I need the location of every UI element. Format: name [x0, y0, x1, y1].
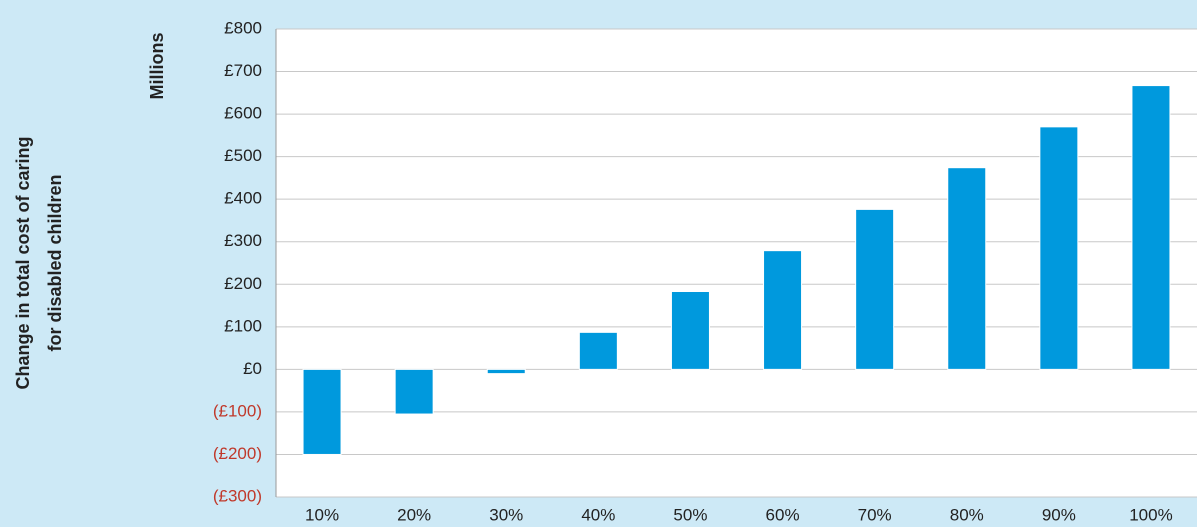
bar	[578, 331, 618, 370]
x-tick-label: 60%	[766, 505, 800, 524]
y-axis-title: for disabled children	[45, 174, 65, 351]
bar	[763, 250, 803, 370]
bar	[1039, 126, 1079, 370]
y-tick-label: £400	[224, 189, 262, 208]
x-tick-label: 30%	[489, 505, 523, 524]
x-tick-label: 20%	[397, 505, 431, 524]
x-tick-label: 100%	[1129, 505, 1172, 524]
bar	[486, 368, 526, 375]
bar	[394, 368, 434, 415]
y-tick-label: £500	[224, 146, 262, 165]
y-axis-title: Change in total cost of caring	[13, 136, 33, 389]
y-unit-label: Millions	[147, 33, 167, 100]
y-tick-label: £600	[224, 104, 262, 123]
x-tick-label: 10%	[305, 505, 339, 524]
bar	[855, 208, 895, 370]
y-tick-label: £700	[224, 61, 262, 80]
bar	[947, 167, 987, 370]
x-tick-label: 50%	[673, 505, 707, 524]
y-tick-label: (£300)	[213, 486, 262, 505]
bar	[1131, 85, 1171, 370]
x-tick-label: 80%	[950, 505, 984, 524]
y-tick-label: £200	[224, 274, 262, 293]
y-tick-label: £300	[224, 231, 262, 250]
y-tick-label: (£100)	[213, 401, 262, 420]
x-tick-label: 40%	[581, 505, 615, 524]
y-tick-label: £100	[224, 316, 262, 335]
y-tick-label: (£200)	[213, 444, 262, 463]
bar	[670, 291, 710, 370]
bar	[302, 368, 342, 455]
x-tick-label: 90%	[1042, 505, 1076, 524]
y-tick-label: £0	[243, 359, 262, 378]
y-tick-label: £800	[224, 18, 262, 37]
x-tick-label: 70%	[858, 505, 892, 524]
